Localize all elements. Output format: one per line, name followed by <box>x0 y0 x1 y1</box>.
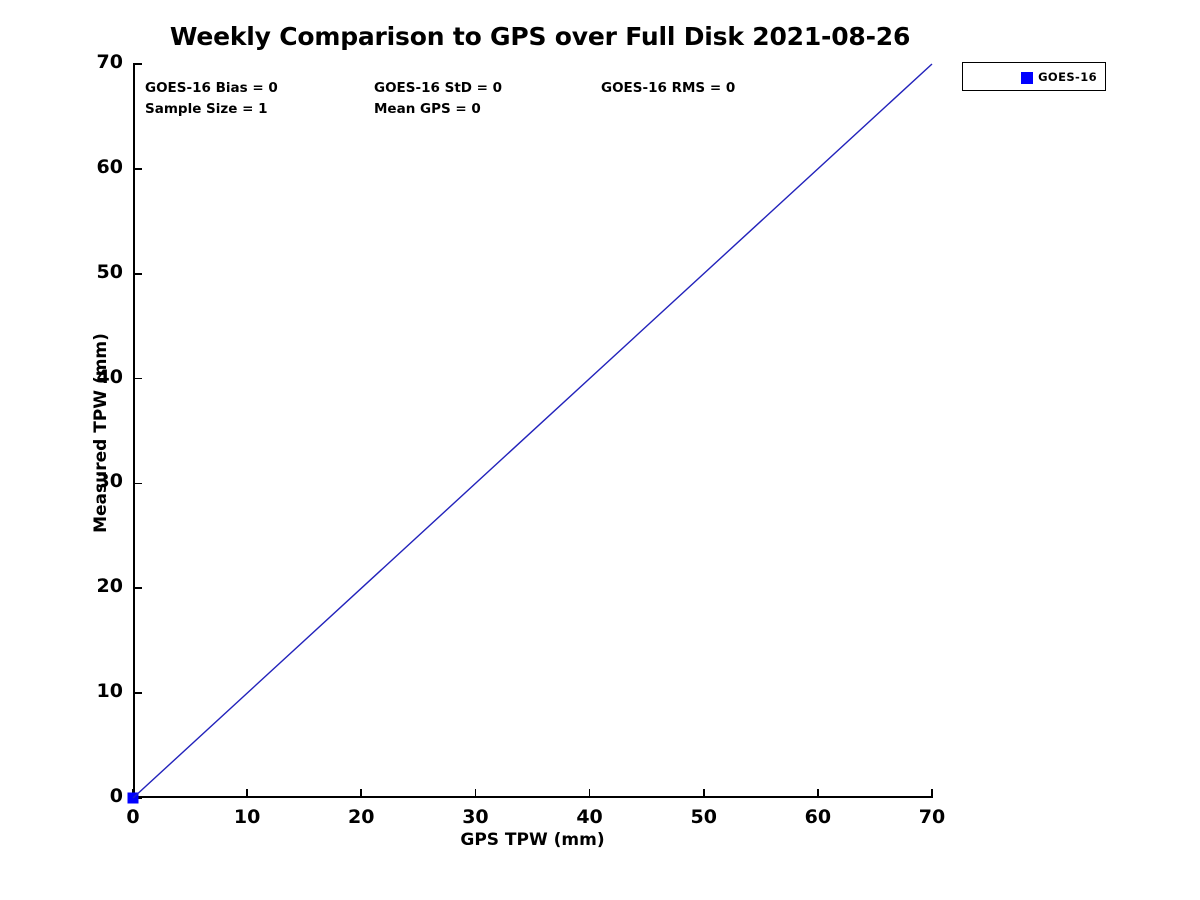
y-tick-mark <box>133 272 142 275</box>
x-tick-label: 40 <box>576 806 603 828</box>
y-axis-spine <box>133 64 135 798</box>
data-layer <box>127 63 933 804</box>
x-tick-mark <box>474 789 477 798</box>
y-tick-label: 20 <box>96 575 123 598</box>
x-tick-label: 10 <box>233 806 261 828</box>
y-tick-label: 0 <box>109 785 123 807</box>
annotation-goes16-bias: GOES-16 Bias = 0 <box>145 80 278 96</box>
page-title: Weekly Comparison to GPS over Full Disk … <box>169 22 911 51</box>
y-tick-label: 50 <box>96 260 123 283</box>
reference-line-one-to-one <box>132 63 933 799</box>
x-axis-spine <box>133 796 932 798</box>
x-tick-mark <box>702 789 705 798</box>
x-tick-label: 0 <box>126 806 140 828</box>
y-tick-label: 30 <box>96 470 123 493</box>
y-tick-mark <box>133 63 142 65</box>
annotation-mean-gps: Mean GPS = 0 <box>374 101 481 117</box>
x-tick-label: 50 <box>690 806 717 828</box>
x-tick-mark <box>817 789 819 798</box>
legend: GOES-16 <box>962 62 1106 91</box>
y-axis-label: Measured TPW (mm) <box>91 333 111 533</box>
annotation-goes16-rms: GOES-16 RMS = 0 <box>601 80 736 96</box>
y-tick-mark <box>133 587 142 590</box>
y-tick-label: 70 <box>96 51 123 73</box>
y-tick-mark <box>133 168 142 170</box>
x-tick-label: 20 <box>348 806 375 828</box>
x-tick-label: 70 <box>918 806 946 828</box>
plot-area: 0 10 20 30 40 50 60 70 0 10 20 30 40 50 60 70 <box>97 51 946 828</box>
y-tick-label: 60 <box>96 155 123 178</box>
x-tick-mark <box>360 789 363 798</box>
legend-marker-goes16 <box>1021 72 1033 84</box>
x-tick-mark <box>931 789 933 798</box>
x-tick-mark <box>588 789 591 798</box>
x-axis-label: GPS TPW (mm) <box>460 830 605 850</box>
x-tick-mark <box>246 789 248 798</box>
y-tick-mark <box>133 692 142 694</box>
y-tick-mark <box>133 482 142 485</box>
y-tick-mark <box>133 377 142 380</box>
y-tick-label: 10 <box>96 680 123 703</box>
y-tick-label: 40 <box>96 365 123 388</box>
annotation-goes16-std: GOES-16 StD = 0 <box>374 80 503 96</box>
legend-label-goes16: GOES-16 <box>1038 70 1097 84</box>
x-tick-label: 60 <box>804 806 832 828</box>
x-tick-label: 30 <box>462 806 489 828</box>
annotation-sample-size: Sample Size = 1 <box>145 101 268 117</box>
